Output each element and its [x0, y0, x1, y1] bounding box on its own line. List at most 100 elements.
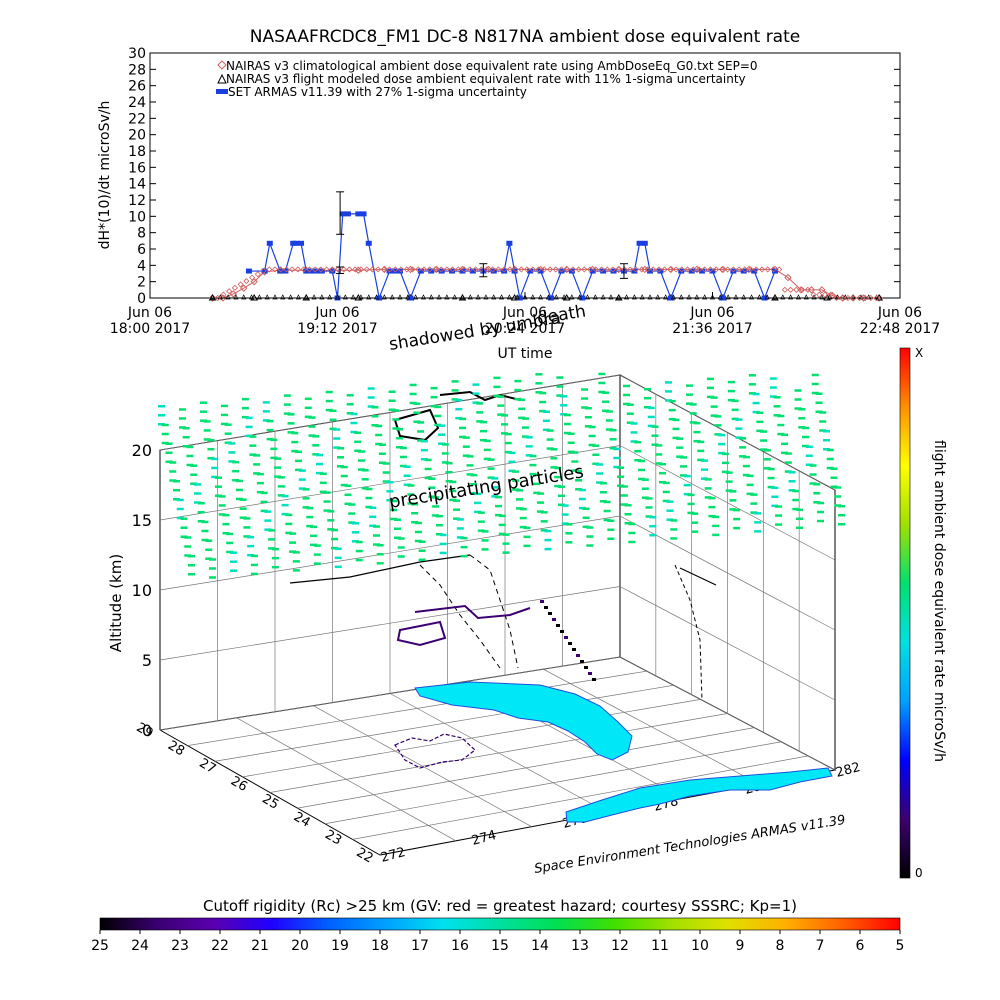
dose-dot	[819, 420, 827, 423]
dose-dot	[546, 447, 554, 450]
dose-dot	[470, 473, 478, 477]
dose-dot	[207, 447, 215, 451]
dose-dot	[727, 380, 735, 384]
data-point	[272, 294, 278, 300]
dose-dot	[620, 494, 628, 497]
dose-dot	[264, 510, 272, 513]
side-track-upper	[679, 567, 717, 586]
rigidity-tick-label: 6	[856, 938, 865, 954]
dose-dot	[340, 465, 348, 469]
dose-dot	[729, 508, 737, 511]
dose-dot	[581, 406, 589, 409]
dose-dot	[264, 528, 272, 531]
data-point	[452, 294, 458, 300]
dose-dot	[418, 540, 426, 543]
x-axis-label: UT time	[498, 346, 553, 362]
data-point	[741, 294, 747, 300]
dose-dot	[802, 444, 810, 448]
dose-dot	[285, 531, 293, 535]
cruise-track	[289, 554, 471, 584]
dose-dot	[668, 417, 676, 421]
y-tick-label: 14	[128, 177, 146, 193]
dose-dot	[351, 540, 359, 543]
dose-dot	[369, 506, 377, 510]
dose-dot	[390, 508, 398, 512]
dose-dot	[424, 476, 432, 480]
dose-dot	[746, 474, 754, 478]
dose-dot	[588, 443, 596, 447]
data-point	[609, 266, 617, 273]
dose-dot	[266, 428, 274, 432]
dose-dot	[438, 424, 446, 427]
dose-dot	[792, 507, 800, 511]
dose-dot	[561, 504, 569, 507]
dose-dot	[224, 432, 232, 435]
dose-dot	[409, 392, 417, 396]
dose-dot	[624, 503, 632, 507]
dose-dot	[232, 460, 240, 464]
dose-dot	[211, 466, 219, 470]
dose-dot	[641, 478, 649, 481]
dose-dot	[165, 442, 173, 445]
dose-dot	[491, 477, 499, 480]
dose-dot	[735, 436, 743, 439]
dose-dot	[456, 527, 464, 530]
dose-dot	[497, 404, 505, 407]
dose-dot	[602, 400, 610, 403]
data-point	[690, 266, 697, 273]
data-point	[248, 294, 255, 300]
data-point	[807, 286, 816, 294]
dose-dot	[805, 463, 813, 467]
data-point	[627, 266, 634, 273]
dose-dot	[346, 403, 354, 406]
x-tick-label-date: Jun 06	[502, 305, 547, 321]
dose-dot	[731, 408, 739, 412]
dose-dot	[453, 499, 461, 502]
data-point	[444, 294, 450, 300]
dose-dot	[750, 511, 758, 514]
dose-dot	[552, 618, 556, 621]
dose-dot	[655, 462, 663, 465]
dose-dot	[430, 404, 438, 408]
dose-dot	[752, 410, 760, 414]
dose-dot	[382, 471, 390, 474]
dose-dot	[624, 521, 632, 525]
dose-dot	[609, 437, 617, 441]
dose-dot	[298, 469, 306, 472]
rigidity-tick-label: 20	[291, 938, 309, 954]
data-point	[561, 294, 567, 300]
dose-dot	[514, 397, 522, 401]
data-point	[751, 268, 758, 274]
data-point	[694, 294, 700, 300]
data-point	[354, 266, 363, 274]
dose-dot	[291, 431, 299, 435]
dose-dot	[197, 519, 205, 523]
dose-dot	[706, 377, 714, 381]
dose-dot	[367, 405, 375, 408]
dose-dot	[292, 569, 300, 572]
dose-dot	[708, 514, 716, 518]
dose-dot	[775, 505, 783, 508]
dose-dot	[354, 440, 362, 444]
dose-dot	[683, 483, 691, 487]
dose-dot	[817, 501, 825, 505]
dose-dot	[798, 417, 806, 420]
dose-dot	[508, 469, 516, 473]
dose-dot	[483, 448, 491, 452]
flight-path	[289, 554, 717, 701]
dose-dot	[672, 427, 680, 431]
data-point	[369, 266, 376, 273]
dose-dot	[483, 439, 491, 443]
dose-dot	[407, 484, 415, 487]
dose-dot	[529, 472, 537, 476]
dose-dot	[462, 454, 470, 457]
dose-dot	[451, 398, 459, 401]
data-point	[472, 266, 479, 273]
data-point	[342, 294, 348, 300]
dose-dot	[704, 496, 712, 499]
dose-dot	[565, 541, 573, 544]
dose-dot	[540, 520, 548, 523]
dose-dot	[539, 400, 547, 404]
data-point	[280, 294, 286, 300]
dose-dot	[411, 502, 419, 506]
